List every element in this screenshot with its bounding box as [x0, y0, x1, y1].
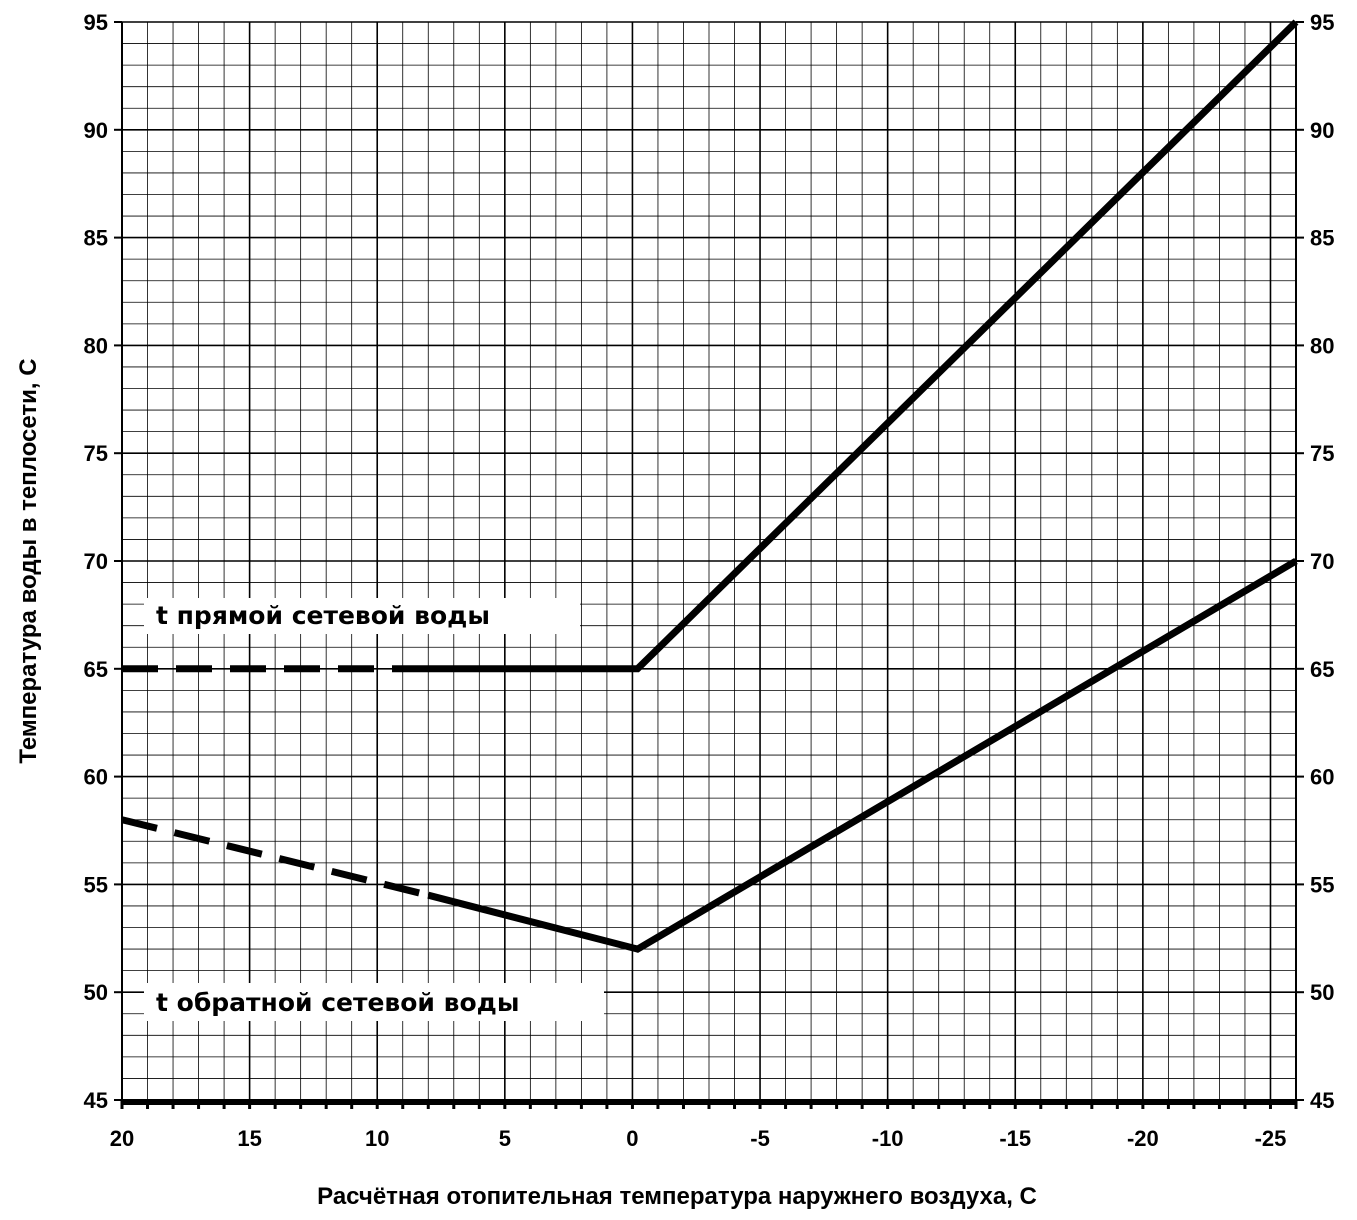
axes [114, 21, 1304, 1109]
y-tick-label-right: 60 [1310, 765, 1334, 790]
y-tick-label-left: 85 [84, 226, 108, 251]
y-tick-label-left: 70 [84, 549, 108, 574]
series-label-boxes: t прямой сетевой воды t обратной сетевой … [144, 598, 604, 1021]
x-axis-title: Расчётная отопительная температура наруж… [317, 1183, 1037, 1210]
y-tick-label-right: 50 [1310, 980, 1334, 1005]
y-tick-label-left: 90 [84, 118, 108, 143]
series-lines [121, 19, 1299, 953]
y-tick-label-right: 95 [1310, 10, 1334, 35]
series-line-solid [427, 557, 1298, 953]
x-tick-label: 20 [110, 1126, 134, 1151]
y-tick-label-right: 45 [1310, 1088, 1334, 1113]
y-tick-label-right: 55 [1310, 872, 1334, 897]
y-tick-label-right: 70 [1310, 549, 1334, 574]
x-tick-label: -20 [1127, 1126, 1159, 1151]
y-tick-label-right: 90 [1310, 118, 1334, 143]
y-axis-title: Температура воды в теплосети, С [15, 358, 42, 763]
series-line-solid [402, 19, 1299, 673]
series-label: t обратной сетевой воды [156, 988, 519, 1017]
y-tick-label-right: 85 [1310, 226, 1334, 251]
x-tick-label: 15 [237, 1126, 261, 1151]
y-tick-label-left: 60 [84, 765, 108, 790]
y-tick-label-left: 65 [84, 657, 108, 682]
x-tick-label: 5 [499, 1126, 511, 1151]
x-tick-label: 10 [365, 1126, 389, 1151]
y-tick-label-left: 80 [84, 333, 108, 358]
series-label-box [144, 598, 580, 634]
y-tick-label-left: 45 [84, 1088, 108, 1113]
y-tick-label-left: 55 [84, 872, 108, 897]
x-tick-label: 0 [626, 1126, 638, 1151]
y-tick-label-left: 95 [84, 10, 108, 35]
y-tick-label-right: 75 [1310, 441, 1334, 466]
y-tick-label-left: 75 [84, 441, 108, 466]
series-label-box [144, 983, 604, 1021]
y-tick-label-right: 65 [1310, 657, 1334, 682]
x-tick-label: -5 [750, 1126, 770, 1151]
series-label: t прямой сетевой воды [156, 601, 490, 630]
y-tick-label-right: 80 [1310, 333, 1334, 358]
x-tick-label: -10 [872, 1126, 904, 1151]
y-tick-label-left: 50 [84, 980, 108, 1005]
x-tick-label: -25 [1255, 1126, 1287, 1151]
x-tick-label: -15 [999, 1126, 1031, 1151]
